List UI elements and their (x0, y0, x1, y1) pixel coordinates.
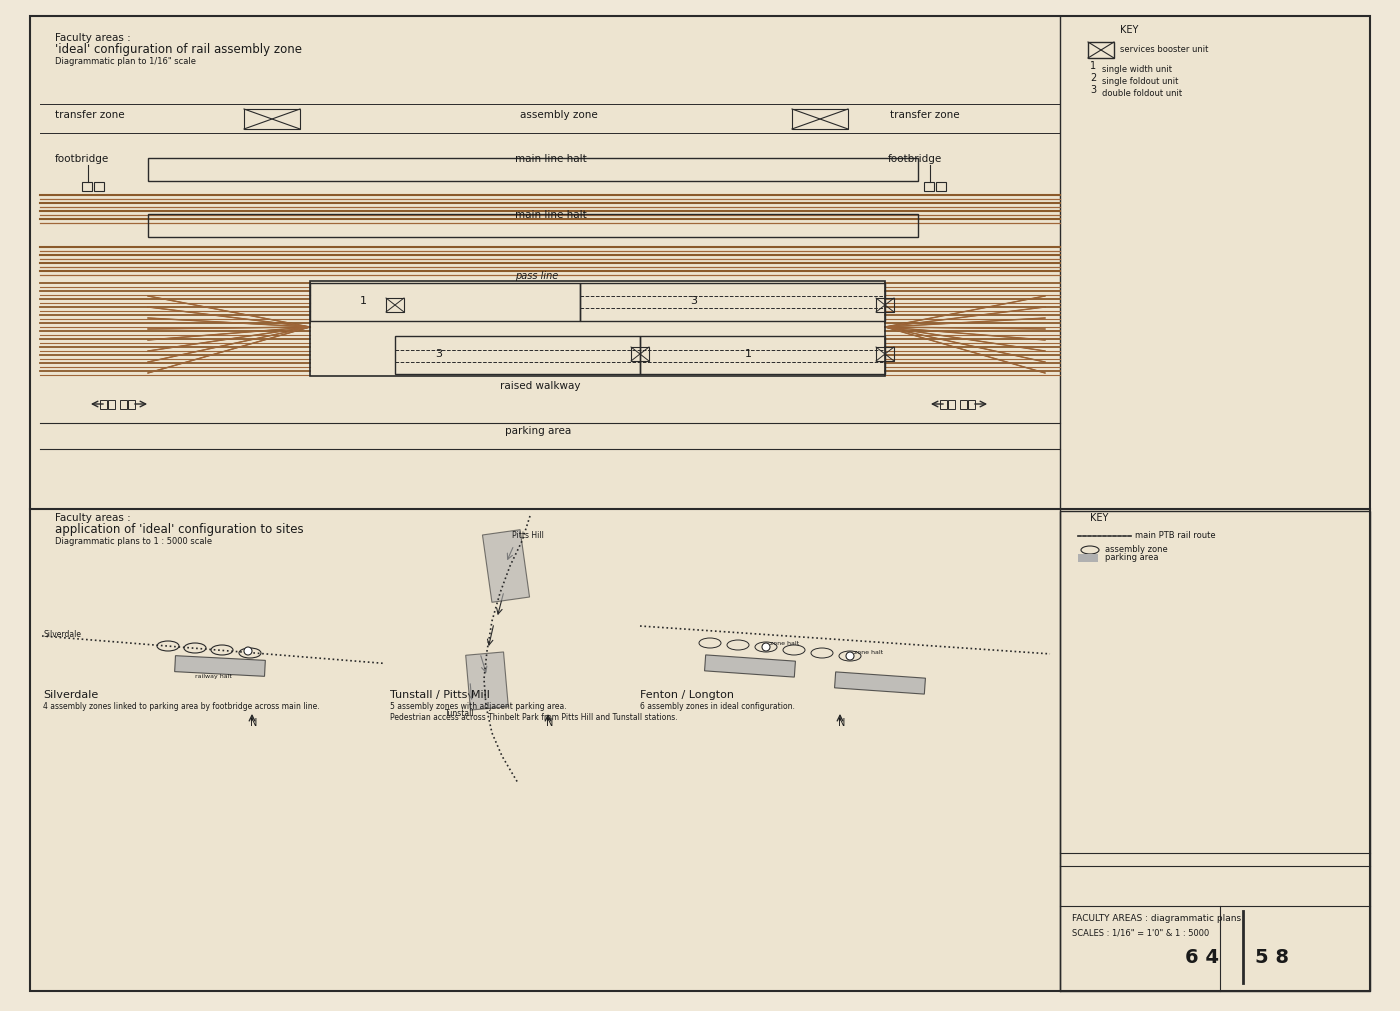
Circle shape (846, 652, 854, 660)
Bar (1088, 42, 1114, 58)
Bar (580, 283, 885, 321)
Text: Tunstall / Pitts Mill: Tunstall / Pitts Mill (391, 690, 490, 700)
Text: 5 assembly zones with adjacent parking area.: 5 assembly zones with adjacent parking a… (391, 702, 567, 711)
Text: main PTB rail route: main PTB rail route (1135, 532, 1215, 541)
Text: Faculty areas :: Faculty areas : (55, 33, 130, 43)
Bar (960, 400, 967, 409)
Text: Fenton / Longton: Fenton / Longton (640, 690, 734, 700)
Text: 1: 1 (745, 349, 752, 359)
Text: FACULTY AREAS : diagrammatic plans: FACULTY AREAS : diagrammatic plans (1072, 914, 1242, 923)
Text: SCALES : 1/16" = 1'0" & 1 : 5000: SCALES : 1/16" = 1'0" & 1 : 5000 (1072, 929, 1210, 938)
Bar (148, 158, 918, 181)
Text: transfer zone: transfer zone (890, 110, 959, 120)
Bar (148, 214, 918, 237)
Bar (309, 283, 580, 321)
Text: railway halt: railway halt (195, 674, 232, 679)
Text: assembly zone: assembly zone (1105, 546, 1168, 554)
Bar (386, 298, 405, 312)
Bar (967, 400, 974, 409)
Text: 2: 2 (1091, 73, 1096, 83)
Text: Pedestrian access across Thinbelt Park from Pitts Hill and Tunstall stations.: Pedestrian access across Thinbelt Park f… (391, 713, 678, 722)
Text: Pitts Hill: Pitts Hill (512, 531, 543, 540)
Text: 1: 1 (1091, 61, 1096, 71)
Text: 'ideal' configuration of rail assembly zone: 'ideal' configuration of rail assembly z… (55, 43, 302, 56)
Bar (108, 400, 115, 409)
Text: double foldout unit: double foldout unit (1102, 89, 1182, 97)
Text: Silverdale: Silverdale (43, 690, 98, 700)
Text: zone halt: zone halt (854, 650, 883, 655)
Text: main line halt: main line halt (515, 210, 587, 220)
Bar (792, 109, 848, 129)
Polygon shape (704, 655, 795, 677)
Bar (120, 400, 127, 409)
Text: footbridge: footbridge (55, 154, 109, 164)
Bar (924, 182, 934, 191)
Text: transfer zone: transfer zone (55, 110, 125, 120)
Bar (94, 182, 104, 191)
Text: Silverdale: Silverdale (43, 630, 81, 639)
Bar (127, 400, 134, 409)
Text: 4 assembly zones linked to parking area by footbridge across main line.: 4 assembly zones linked to parking area … (43, 702, 319, 711)
Text: KEY: KEY (1091, 513, 1109, 523)
Text: 3: 3 (1091, 85, 1096, 95)
Text: single width unit: single width unit (1102, 65, 1172, 74)
Bar (1078, 554, 1098, 562)
Bar (309, 281, 885, 376)
Bar (939, 400, 946, 409)
Bar (876, 298, 895, 312)
Bar (937, 182, 946, 191)
Polygon shape (466, 652, 508, 710)
Text: zone halt: zone halt (770, 641, 799, 646)
Text: Faculty areas :: Faculty areas : (55, 513, 130, 523)
Polygon shape (834, 672, 925, 695)
Bar (876, 347, 895, 361)
Bar (631, 347, 650, 361)
Text: 6 assembly zones in ideal configuration.: 6 assembly zones in ideal configuration. (640, 702, 795, 711)
Text: parking area: parking area (1105, 553, 1159, 562)
Text: 6 4: 6 4 (1184, 948, 1219, 967)
Text: 1: 1 (360, 296, 367, 306)
Bar (244, 109, 300, 129)
Text: main line halt: main line halt (515, 154, 587, 164)
Bar (948, 400, 955, 409)
Polygon shape (175, 656, 266, 676)
Text: Diagrammatic plan to 1/16" scale: Diagrammatic plan to 1/16" scale (55, 57, 196, 66)
Text: assembly zone: assembly zone (519, 110, 598, 120)
Text: Diagrammatic plans to 1 : 5000 scale: Diagrammatic plans to 1 : 5000 scale (55, 537, 213, 546)
Text: single foldout unit: single foldout unit (1102, 77, 1179, 86)
Text: KEY: KEY (1120, 25, 1138, 35)
Text: parking area: parking area (505, 426, 571, 436)
Bar (1060, 511, 1371, 991)
Text: 3: 3 (690, 296, 697, 306)
Bar (395, 336, 640, 374)
Text: services booster unit: services booster unit (1120, 45, 1208, 55)
Circle shape (244, 647, 252, 655)
Text: raised walkway: raised walkway (500, 381, 581, 391)
Bar (99, 400, 106, 409)
Text: Tunstall: Tunstall (445, 709, 475, 718)
Circle shape (762, 643, 770, 651)
Text: 5 8: 5 8 (1254, 948, 1289, 967)
Bar (83, 182, 92, 191)
Text: N: N (546, 718, 553, 728)
Text: N: N (251, 718, 258, 728)
Text: pass line: pass line (515, 271, 559, 281)
Text: 3: 3 (435, 349, 442, 359)
Bar (640, 336, 885, 374)
Polygon shape (483, 530, 529, 603)
Text: footbridge: footbridge (888, 154, 942, 164)
Text: N: N (839, 718, 846, 728)
Text: application of 'ideal' configuration to sites: application of 'ideal' configuration to … (55, 523, 304, 536)
